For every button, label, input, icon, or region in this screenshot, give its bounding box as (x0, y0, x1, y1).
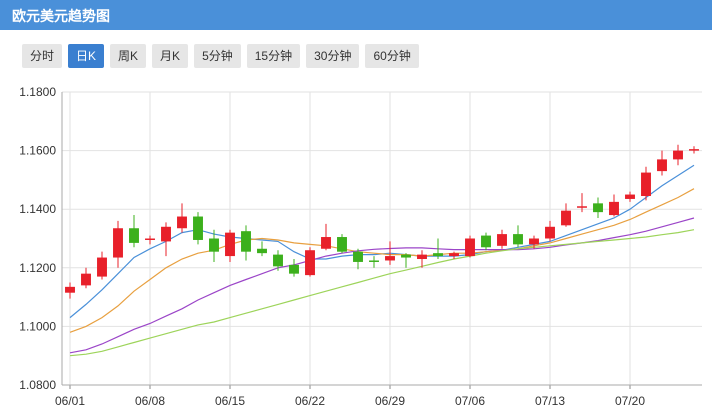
candle-down (353, 251, 363, 262)
tab-5min[interactable]: 5分钟 (194, 44, 241, 68)
candle-up (657, 159, 667, 172)
tab-monthly-k[interactable]: 月K (152, 44, 189, 68)
candle-down (289, 264, 299, 274)
candle-up (305, 250, 315, 276)
candle-up (641, 172, 651, 197)
candle-down (209, 238, 219, 252)
x-tick-label: 06/08 (135, 394, 165, 408)
title-bar: 欧元美元趋势图 (0, 0, 712, 30)
candle-up (225, 232, 235, 257)
candle-up (609, 201, 619, 216)
x-tick-label: 06/22 (295, 394, 325, 408)
tab-weekly-k[interactable]: 周K (110, 44, 147, 68)
tab-timeshare[interactable]: 分时 (22, 44, 63, 68)
y-tick-label: 1.1600 (19, 144, 56, 158)
candle-down (513, 234, 523, 245)
candle-down (273, 254, 283, 267)
candle-down (593, 203, 603, 213)
candle-up (161, 226, 171, 242)
candle-up (545, 226, 555, 239)
period-tabs: 分时 日K 周K 月K 5分钟 15分钟 30分钟 60分钟 (22, 44, 419, 68)
ma-line-ma10 (69, 188, 695, 333)
candle-up (81, 273, 91, 286)
y-tick-label: 1.0800 (19, 378, 56, 392)
candle-up (497, 234, 507, 246)
y-tick-label: 1.1200 (19, 261, 56, 275)
candle-up (177, 216, 187, 229)
candle-down (241, 231, 251, 252)
candle-down (337, 237, 347, 252)
x-tick-label: 06/15 (215, 394, 245, 408)
x-tick-label: 07/20 (615, 394, 645, 408)
candle-up (385, 256, 395, 261)
candle-up (689, 149, 699, 151)
candle-up (577, 206, 587, 208)
candle-up (145, 238, 155, 240)
tab-60min[interactable]: 60分钟 (365, 44, 419, 68)
candle-down (369, 260, 379, 262)
y-tick-label: 1.1000 (19, 319, 56, 333)
candle-up (449, 253, 459, 257)
x-tick-label: 06/29 (375, 394, 405, 408)
tab-daily-k[interactable]: 日K (68, 44, 105, 68)
candlestick-chart[interactable]: 1.1800 1.1600 1.1400 1.1200 1.1000 1.0800 06/0… (0, 80, 712, 420)
x-tick-label: 07/13 (535, 394, 565, 408)
candle-up (625, 194, 635, 199)
candle-up (465, 238, 475, 257)
candle-up (97, 257, 107, 277)
candle-down (257, 248, 267, 254)
y-tick-label: 1.1800 (19, 85, 56, 99)
candle-down (401, 254, 411, 258)
candle-down (129, 228, 139, 243)
page-title: 欧元美元趋势图 (12, 8, 110, 24)
tab-30min[interactable]: 30分钟 (306, 44, 360, 68)
candle-down (481, 235, 491, 248)
y-tick-label: 1.1400 (19, 202, 56, 216)
x-tick-label: 07/06 (455, 394, 485, 408)
candle-up (561, 210, 571, 226)
candle-down (193, 216, 203, 240)
candle-up (417, 254, 427, 260)
ma-line-ma30 (69, 229, 695, 357)
candle-up (65, 286, 75, 293)
tab-15min[interactable]: 15分钟 (246, 44, 301, 68)
candle-up (321, 237, 331, 249)
candle-up (673, 150, 683, 160)
x-tick-label: 06/01 (55, 394, 85, 408)
candle-up (113, 228, 123, 258)
candle-up (529, 238, 539, 245)
candle-down (433, 253, 443, 257)
